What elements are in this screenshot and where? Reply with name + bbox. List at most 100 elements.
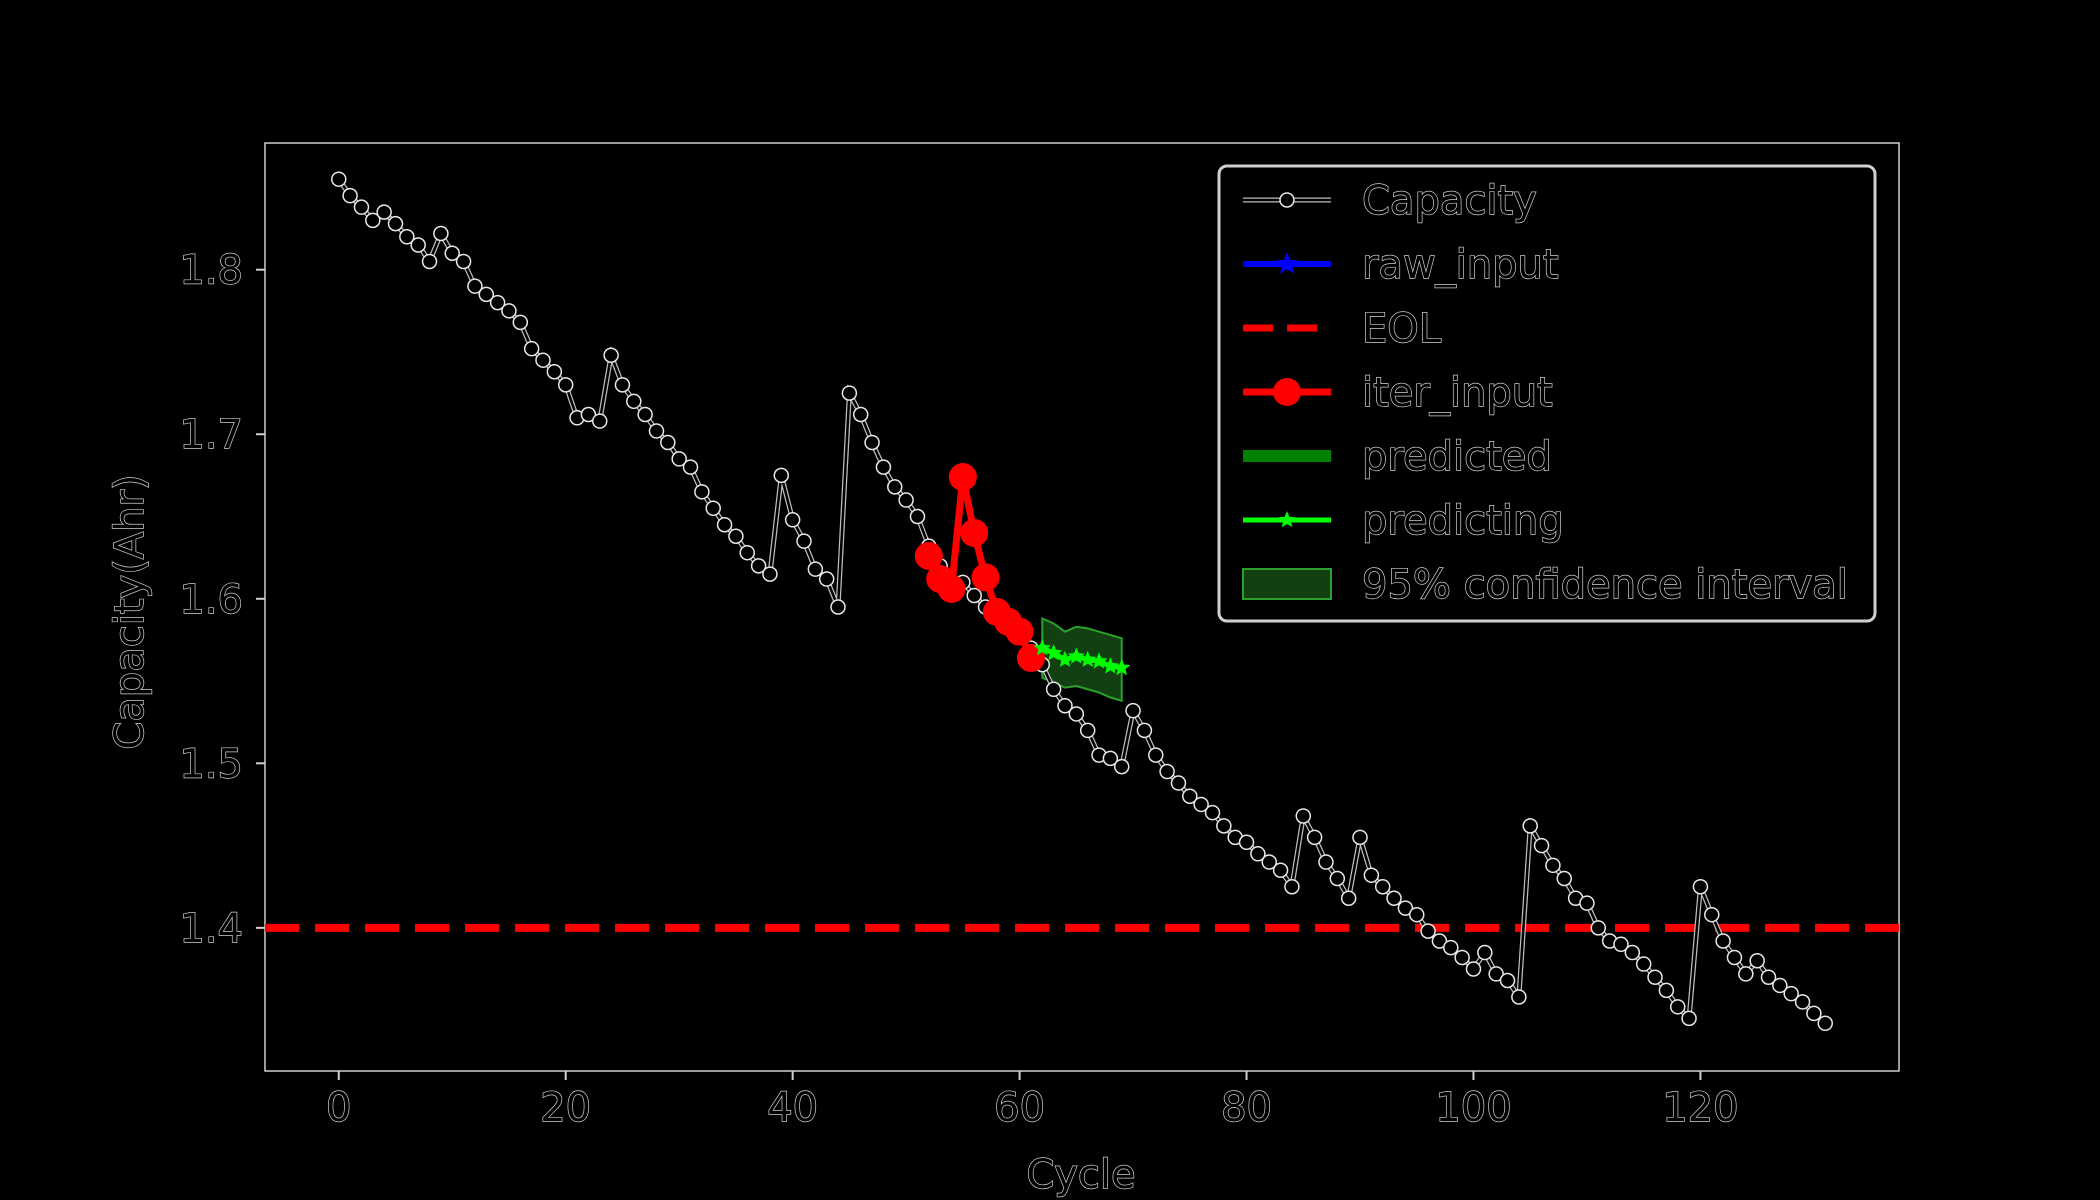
capacity-point — [637, 406, 653, 423]
capacity-point — [1148, 747, 1164, 763]
y-tick-label: 1.7 — [179, 412, 243, 458]
capacity-point — [1329, 870, 1346, 887]
capacity-point — [705, 500, 721, 517]
capacity-point — [1477, 944, 1493, 961]
legend-handle-ci — [1242, 568, 1332, 600]
capacity-point — [1749, 953, 1765, 969]
capacity-point — [535, 352, 551, 368]
capacity-point — [807, 561, 824, 577]
capacity-point — [591, 413, 608, 429]
capacity-point — [1386, 890, 1402, 906]
capacity-point — [1306, 829, 1323, 846]
capacity-point — [750, 558, 767, 574]
capacity-point — [1783, 985, 1799, 1002]
capacity-point — [1420, 923, 1436, 939]
x-tick-label: 0 — [326, 1085, 351, 1131]
capacity-point — [1579, 895, 1595, 911]
capacity-point — [1250, 846, 1266, 862]
capacity-point — [1295, 808, 1312, 824]
iter-input-point — [960, 518, 989, 547]
capacity-point — [1533, 837, 1550, 854]
legend-marker-iter-input — [1273, 378, 1301, 406]
capacity-point — [399, 229, 415, 245]
capacity-point — [1465, 961, 1482, 977]
legend-marker-capacity — [1279, 192, 1295, 208]
legend-label: Capacity — [1362, 178, 1537, 224]
capacity-point — [1692, 878, 1709, 895]
capacity-point — [1522, 818, 1538, 834]
capacity-point — [1204, 804, 1221, 821]
capacity-point — [1590, 920, 1607, 936]
x-tick-label: 100 — [1435, 1085, 1511, 1131]
capacity-point — [1397, 900, 1414, 916]
capacity-point — [455, 253, 472, 270]
capacity-point — [1340, 890, 1357, 906]
capacity-point — [898, 492, 914, 508]
capacity-point — [1738, 966, 1754, 982]
iter-input-point — [1016, 644, 1045, 673]
capacity-point — [546, 363, 563, 380]
capacity-point — [784, 512, 801, 528]
capacity-point — [1318, 854, 1334, 870]
legend-label: EOL — [1362, 306, 1442, 352]
capacity-point — [1772, 977, 1788, 994]
capacity-point — [1238, 834, 1255, 851]
legend-label: predicted — [1362, 434, 1552, 480]
capacity-point — [1431, 933, 1448, 949]
iter-input-point — [914, 541, 943, 570]
predicting-point — [1101, 657, 1119, 674]
iter-input-series — [914, 463, 1045, 673]
x-tick-label: 80 — [1221, 1085, 1272, 1131]
capacity-point — [1726, 949, 1743, 966]
capacity-point — [1635, 956, 1652, 972]
capacity-point — [387, 215, 404, 232]
capacity-point — [1704, 906, 1720, 923]
x-axis-label: Cycle — [1026, 1152, 1135, 1198]
capacity-point — [773, 467, 790, 484]
capacity-point — [365, 212, 381, 229]
capacity-point — [818, 571, 835, 587]
capacity-point — [1272, 862, 1289, 879]
capacity-point — [614, 377, 631, 393]
capacity-point — [512, 314, 529, 331]
capacity-point — [694, 484, 710, 500]
predicting-point — [1090, 652, 1108, 669]
capacity-point — [1669, 999, 1686, 1015]
capacity-point — [489, 294, 506, 311]
capacity-point — [1715, 933, 1731, 949]
capacity-point — [909, 508, 926, 525]
y-axis-label: Capacity(Ahr) — [107, 474, 153, 749]
capacity-point — [1545, 857, 1561, 874]
capacity-point — [1658, 982, 1675, 999]
capacity-point — [1352, 829, 1368, 846]
y-tick-label: 1.6 — [179, 577, 243, 623]
capacity-point — [1193, 796, 1209, 813]
iter-input-point — [948, 463, 977, 492]
capacity-point — [1647, 969, 1663, 985]
capacity-point — [648, 423, 665, 439]
x-tick-label: 40 — [767, 1085, 818, 1131]
capacity-point — [433, 225, 449, 242]
predicting-point — [1113, 658, 1131, 676]
capacity-point — [1113, 758, 1130, 775]
legend-label: iter_input — [1362, 370, 1553, 416]
x-tick-label: 120 — [1662, 1085, 1738, 1131]
legend-label: raw_input — [1362, 242, 1559, 288]
capacity-point — [1624, 944, 1641, 961]
capacity-point — [671, 451, 687, 467]
predicting-point — [1079, 650, 1097, 667]
capacity-point — [887, 479, 903, 495]
capacity-point — [1102, 750, 1119, 767]
capacity-point — [1284, 878, 1300, 895]
capacity-point — [1045, 681, 1062, 698]
capacity-point — [1806, 1005, 1822, 1022]
capacity-point — [421, 253, 438, 270]
capacity-point — [1408, 906, 1425, 923]
capacity-point — [580, 406, 597, 423]
legend-marker-raw-input — [1275, 252, 1299, 274]
capacity-point — [1499, 972, 1516, 989]
capacity-point — [331, 171, 347, 187]
capacity-point — [852, 406, 869, 423]
capacity-point — [1261, 854, 1277, 870]
